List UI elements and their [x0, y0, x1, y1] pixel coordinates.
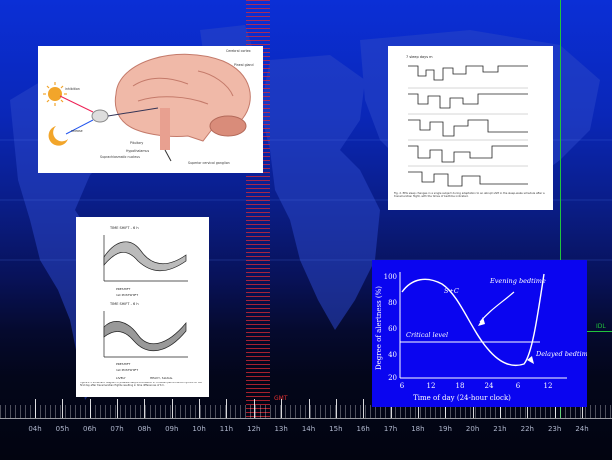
alert-x-tick-3: 24	[485, 382, 494, 390]
brain-melatonin-figure: Cerebral cortex Pineal gland Pituitary H…	[38, 46, 263, 173]
brain-label-2: Pituitary	[130, 141, 143, 145]
hour-tick	[335, 399, 337, 418]
perf-bottom-title: TIME SHIFT - 6 h	[109, 302, 139, 306]
hour-label: 04h	[28, 425, 42, 433]
hour-label: 15h	[329, 425, 343, 433]
hour-label: 06h	[83, 425, 97, 433]
sun-icon	[43, 82, 67, 106]
sleep-header: 7 sleep days m	[406, 55, 433, 59]
moon-icon	[48, 126, 68, 146]
timeline-minor-ticks	[0, 405, 612, 418]
brain-label-3: Hypothalamus	[126, 149, 149, 153]
hour-tick	[35, 399, 36, 418]
gmt-label: GMT	[274, 395, 288, 402]
performance-rhythm-figure: TIME SHIFT - 6 h TIME SHIFT - 6 h PRESHI…	[76, 217, 209, 397]
alert-y-tick-2: 60	[388, 325, 397, 333]
hour-tick	[226, 399, 228, 418]
alert-sc-label: S+C	[444, 287, 459, 295]
hour-tick	[417, 399, 419, 418]
alert-x-tick-0: 6	[400, 382, 405, 390]
hour-label: 08h	[137, 425, 152, 433]
hour-tick	[144, 399, 146, 418]
hour-tick	[62, 399, 64, 418]
idl-label: IDL	[596, 323, 606, 330]
hour-tick	[89, 399, 91, 418]
alert-ylabel: Degree of alertness (%)	[375, 286, 383, 370]
alert-evening-label: Evening bedtime	[489, 277, 546, 285]
hour-tick	[472, 399, 474, 418]
alert-y-tick-1: 80	[388, 299, 397, 307]
brain-diagram: Cerebral cortex Pineal gland Pituitary H…	[43, 49, 253, 165]
alert-delayed-label: Delayed bedtime	[535, 350, 587, 358]
hour-label: 05h	[55, 425, 70, 433]
alert-y-tick-4: 20	[388, 374, 397, 382]
brain-label-5: Superior cervical ganglion	[188, 161, 230, 165]
hour-tick	[199, 399, 201, 418]
perf-top-title: TIME SHIFT - 6 h	[109, 226, 139, 230]
hour-label: 24h	[575, 425, 589, 433]
sleep-recording-figure: 7 sleep days m Fig. 2. EEG sleep changes…	[388, 46, 553, 210]
alertness-chart: 100 80 60 40 20 6 12 18 24 6 12 Time of …	[372, 260, 587, 407]
hour-label: 14h	[301, 425, 316, 433]
alert-xlabel: Time of day (24-hour clock)	[413, 394, 511, 402]
hour-label: 19h	[438, 425, 452, 433]
alert-x-tick-5: 12	[544, 382, 553, 390]
perf-bottom-legend-0: PRESHIFT	[116, 362, 131, 366]
hour-tick	[582, 399, 583, 418]
sleep-caption: Fig. 2. EEG sleep changes in a single su…	[394, 192, 545, 198]
hour-tick	[499, 399, 501, 418]
hour-label: 07h	[110, 425, 124, 433]
hour-tick	[308, 399, 310, 418]
hour-tick	[445, 399, 447, 418]
hour-tick	[171, 399, 173, 418]
perf-key-0: LIVELY	[116, 376, 126, 380]
perf-bottom-legend-1: 1st POSTSHIFT	[116, 368, 138, 372]
hour-label: 17h	[383, 425, 398, 433]
timeline-ruler	[0, 418, 612, 419]
brain-label-1: Pineal gland	[234, 63, 253, 67]
hour-label: 16h	[356, 425, 370, 433]
perf-caption: Figure 2.3 Schematic diagram of possible…	[80, 382, 202, 387]
hour-tick	[554, 399, 556, 418]
hour-tick	[253, 399, 255, 418]
hour-tick	[390, 399, 392, 418]
alert-x-tick-2: 18	[456, 382, 465, 390]
hour-label: 13h	[274, 425, 288, 433]
hour-tick	[363, 399, 365, 418]
hour-tick	[527, 399, 529, 418]
alert-critical-label: Critical level	[406, 331, 448, 339]
perf-top-legend-1: 1st POSTSHIFT	[116, 293, 138, 297]
hour-label: 12h	[247, 425, 261, 433]
alert-y-tick-3: 40	[388, 351, 397, 359]
hour-label: 20h	[465, 425, 480, 433]
brain-label-0: Cerebral cortex	[226, 49, 251, 53]
hour-label: 22h	[520, 425, 534, 433]
hour-label: 23h	[547, 425, 562, 433]
hour-label: 21h	[493, 425, 507, 433]
alert-x-tick-4: 6	[516, 382, 521, 390]
hour-label: 18h	[411, 425, 425, 433]
hour-label: 10h	[192, 425, 206, 433]
hour-label: 11h	[219, 425, 234, 433]
perf-key-1: HEAVY, SLUGG.	[150, 376, 173, 380]
alert-x-tick-1: 12	[427, 382, 436, 390]
brain-label-7: release	[71, 129, 83, 133]
brain-label-4: Suprachiasmatic nucleus	[100, 155, 140, 159]
hour-label: 09h	[165, 425, 179, 433]
alert-y-tick-0: 100	[384, 273, 397, 281]
perf-top-legend-0: PRESHIFT	[116, 287, 131, 291]
hour-tick	[281, 399, 283, 418]
hour-tick	[117, 399, 119, 418]
brain-label-6: inhibition	[65, 87, 80, 91]
idl-line	[560, 0, 561, 418]
